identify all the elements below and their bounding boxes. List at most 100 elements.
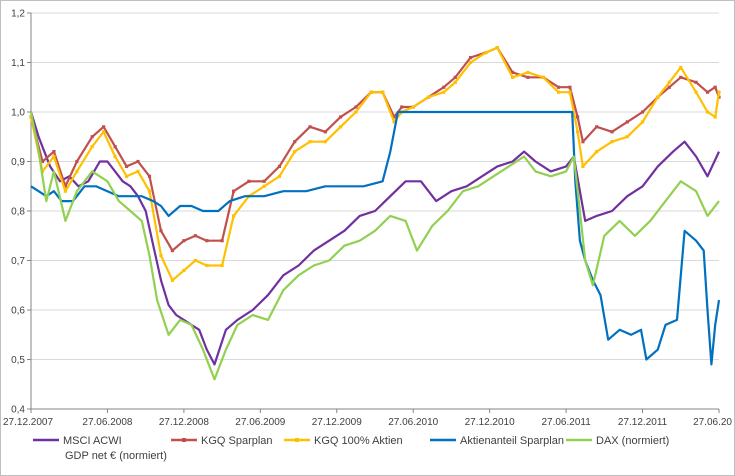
series-marker [124,174,129,178]
series-marker [610,130,614,134]
series-marker [705,110,710,114]
legend-label: GDP net € (normiert) [65,450,167,462]
series-marker [182,268,186,272]
series-marker [392,120,396,124]
series-line [29,111,720,381]
y-tick-label: 1,0 [11,108,25,119]
series-marker [717,90,721,94]
series-marker [568,90,572,94]
series-marker [694,90,698,94]
series-marker [640,120,645,124]
y-tick-label: 0,5 [11,355,25,366]
x-tick-label: 27.06.2010 [388,417,438,428]
series-marker [90,135,94,139]
y-tick-label: 0,8 [11,207,25,218]
series-marker [679,75,683,79]
x-tick-label: 27.12.2008 [159,417,209,428]
series-marker [369,90,373,94]
legend-label: MSCI ACWI [63,435,122,447]
series-marker [511,75,515,79]
series-marker [220,239,224,243]
x-tick-label: 27.12.2007 [3,417,53,428]
series-marker [63,184,67,188]
legend-label: Aktienanteil Sparplan [460,435,564,447]
series-marker [468,55,473,60]
series-marker [113,154,117,159]
series-marker [667,80,671,84]
series-marker [453,80,457,84]
series-marker [262,179,266,183]
series-marker [575,130,580,134]
x-tick-label: 27.06.2008 [82,417,132,428]
series-marker [147,189,152,193]
series-marker [159,253,163,258]
series-marker [484,51,488,55]
x-tick-label: 27.06.20 [693,417,732,428]
series-marker [656,95,660,99]
series-marker [595,150,599,154]
series-marker [147,174,152,178]
series-marker [323,140,327,144]
series-marker [610,140,614,144]
series-marker [182,239,186,243]
series-marker [495,46,499,50]
series-marker [595,125,599,129]
series-lines [29,46,721,381]
series-line [29,46,721,252]
x-tick-label: 27.12.2010 [465,417,515,428]
series-marker [293,140,297,144]
axes: 0,4 0,5 0,6 0,7 0,8 0,9 1,0 1,1 1,2 27.12.2007 27.… [3,9,732,429]
series-marker [556,90,561,94]
series-marker [442,85,446,89]
series-marker [308,140,312,144]
series-marker [220,263,224,268]
y-tick-label: 0,4 [11,405,25,416]
series-marker [205,263,209,268]
series-marker [713,115,717,119]
x-tick-label: 27.06.2011 [541,417,591,428]
series-marker [679,65,683,70]
series-marker [526,70,530,74]
series-marker [124,164,129,169]
series-marker [705,90,710,94]
series-marker [625,135,629,139]
series-marker [526,75,530,79]
series-marker [453,75,457,79]
series-marker [426,95,431,99]
series-marker [400,105,404,109]
legend-label: DAX (normiert) [596,435,669,447]
series-marker [136,169,140,173]
series-marker [511,70,515,74]
series-marker [625,120,629,124]
series-marker [581,140,585,144]
series-line [29,111,720,366]
series-marker [52,154,56,159]
series-marker [113,145,117,149]
series-marker [667,85,671,89]
series-marker [159,229,163,233]
series-marker [581,164,585,169]
series-marker [102,130,106,134]
series-marker [694,80,698,84]
y-tick-label: 0,7 [11,256,25,267]
series-marker [75,159,79,164]
series-marker [354,105,358,109]
series-marker [575,115,580,119]
x-tick-label: 27.12.2011 [618,417,668,428]
series-marker [75,169,79,173]
series-marker [231,214,236,218]
series-marker [541,75,545,79]
series-marker [90,145,94,149]
series-marker [468,60,473,65]
y-tick-label: 0,6 [11,306,25,317]
series-line [30,110,721,366]
series-marker [205,239,209,243]
series-marker [381,90,385,94]
series-marker [640,110,645,114]
x-tick-label: 27.06.2009 [235,417,285,428]
legend-label: KGQ 100% Aktien [314,435,403,447]
series-marker [102,125,106,129]
series-marker [354,110,358,114]
